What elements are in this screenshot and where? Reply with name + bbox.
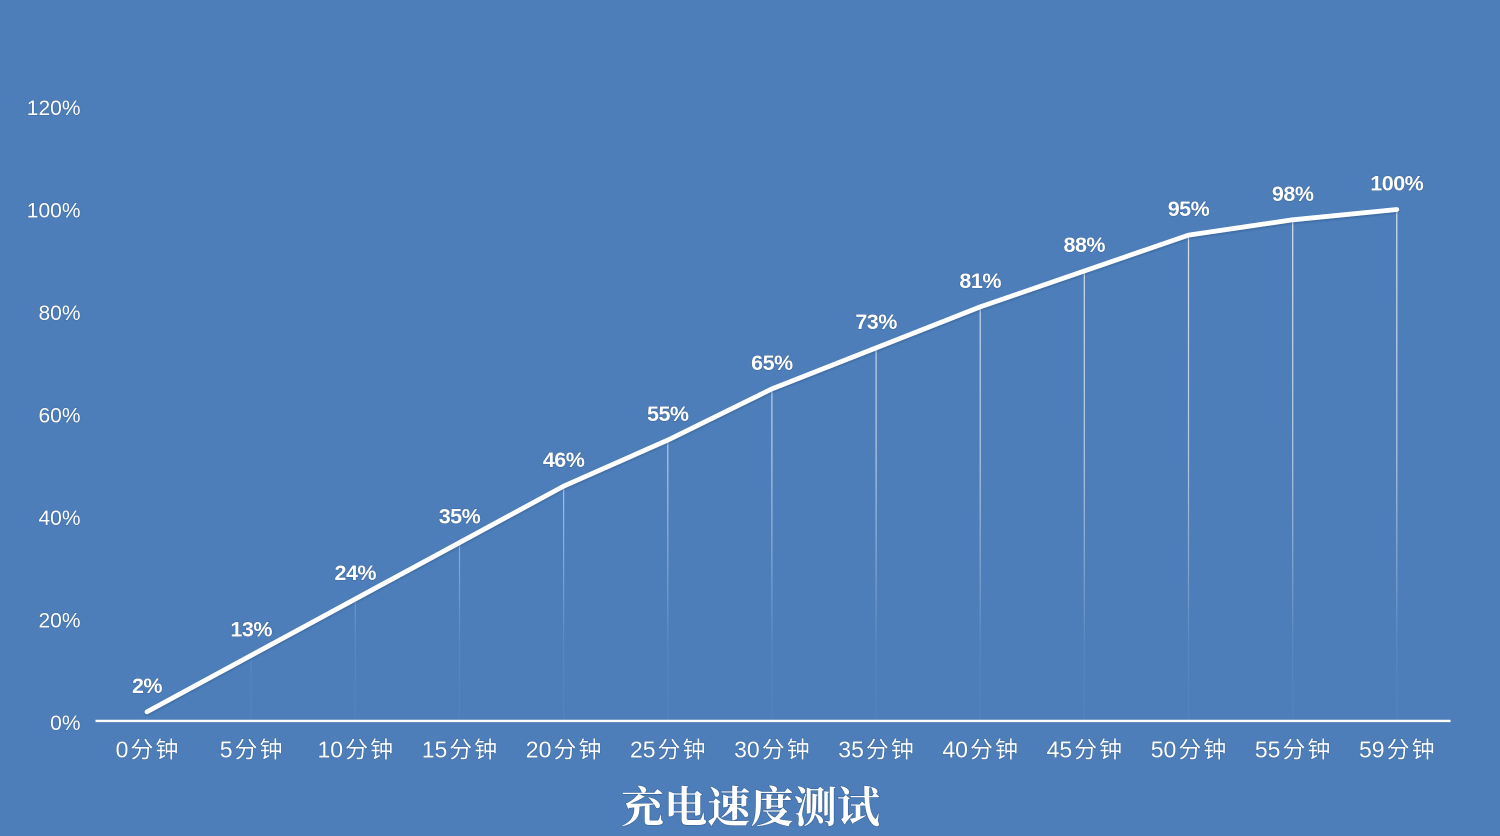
svg-text:65%: 65% — [751, 351, 793, 375]
svg-text:40%: 40% — [38, 507, 80, 530]
svg-text:0%: 0% — [50, 712, 80, 735]
svg-text:35%: 35% — [439, 505, 481, 529]
svg-text:30: 30 — [734, 737, 760, 763]
svg-text:55: 55 — [1255, 737, 1281, 763]
svg-text:100%: 100% — [27, 199, 81, 222]
svg-text:98%: 98% — [1272, 182, 1314, 206]
svg-text:120%: 120% — [27, 97, 81, 120]
svg-text:80%: 80% — [38, 302, 80, 325]
svg-text:88%: 88% — [1064, 233, 1106, 257]
svg-text:13%: 13% — [230, 617, 272, 641]
svg-text:24%: 24% — [335, 561, 377, 585]
svg-text:81%: 81% — [959, 269, 1001, 293]
svg-text:59: 59 — [1359, 737, 1385, 763]
svg-text:25: 25 — [630, 737, 656, 763]
svg-text:46%: 46% — [543, 448, 585, 472]
svg-text:35: 35 — [838, 737, 864, 763]
svg-text:20: 20 — [526, 737, 552, 763]
svg-text:5: 5 — [220, 737, 233, 763]
svg-text:100%: 100% — [1370, 172, 1423, 196]
svg-text:55%: 55% — [647, 402, 689, 426]
svg-text:2%: 2% — [132, 674, 162, 698]
svg-text:20%: 20% — [38, 609, 80, 632]
svg-text:60%: 60% — [38, 404, 80, 427]
svg-text:50: 50 — [1151, 737, 1177, 763]
svg-text:95%: 95% — [1168, 197, 1210, 221]
svg-text:40: 40 — [942, 737, 968, 763]
svg-text:45: 45 — [1047, 737, 1073, 763]
svg-text:10: 10 — [318, 737, 344, 763]
svg-text:0: 0 — [116, 737, 129, 763]
svg-text:73%: 73% — [855, 310, 897, 334]
svg-text:15: 15 — [422, 737, 448, 763]
